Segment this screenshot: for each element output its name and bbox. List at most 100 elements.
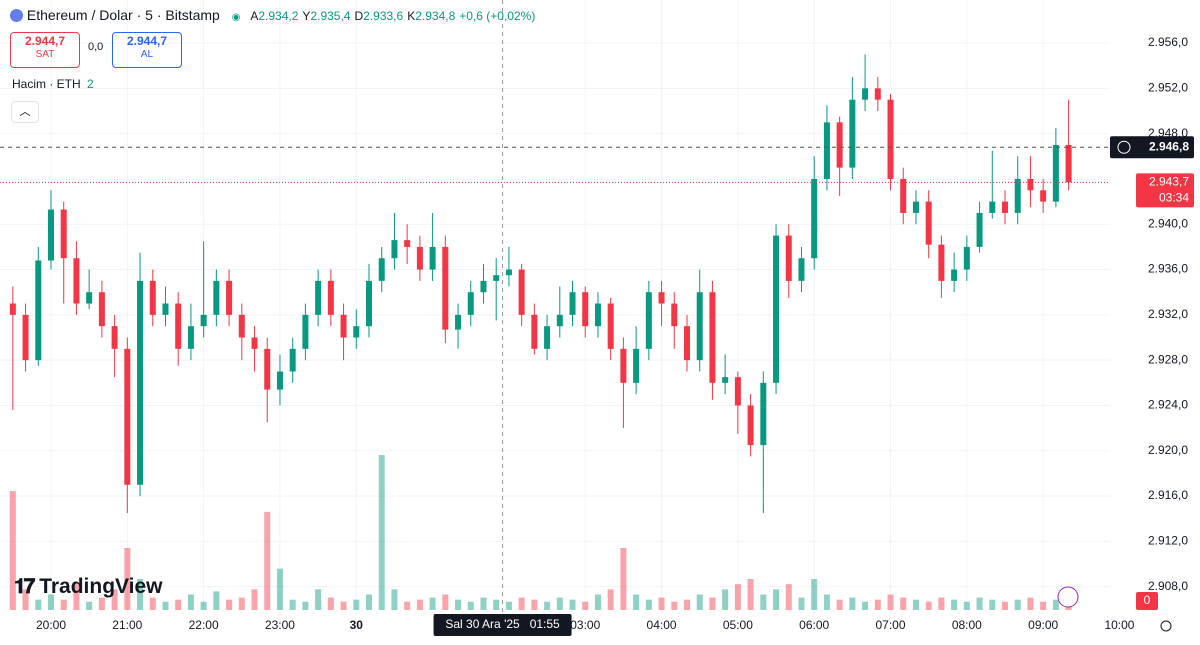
volume-bar	[1002, 601, 1008, 610]
x-tick-label: 05:00	[723, 618, 753, 632]
volume-bar	[696, 594, 703, 610]
brand-text: TradingView	[39, 575, 163, 598]
volume-bar	[760, 594, 767, 610]
candle-body	[276, 371, 283, 390]
volume-bar	[416, 599, 423, 610]
crosshair-price-label: 2.946,8	[1149, 139, 1189, 153]
plus-icon	[1117, 140, 1131, 154]
candle-body	[187, 326, 194, 349]
sell-button[interactable]: 2.944,7 SAT	[10, 32, 80, 68]
candle-body	[785, 235, 792, 281]
volume-bar	[467, 601, 474, 610]
candle-body	[900, 178, 907, 213]
symbol-header[interactable]: Ethereum / Dolar · 5 · Bitstamp ◉ A2.934…	[10, 7, 535, 23]
volume-bar	[404, 601, 411, 610]
candle-body	[353, 326, 360, 338]
candle-body	[416, 246, 423, 270]
volume-bar	[747, 579, 754, 610]
volume-bar	[276, 568, 283, 610]
candle-body	[531, 314, 538, 349]
candle-body	[35, 260, 42, 361]
candle-body	[620, 348, 627, 383]
volume-tag	[1136, 592, 1158, 610]
y-tick-label: 2.940,0	[1148, 216, 1188, 230]
candle-body	[811, 178, 818, 259]
candle-body	[951, 269, 958, 281]
volume-bar	[1027, 597, 1034, 610]
collapse-button[interactable]: ︿	[11, 101, 39, 123]
candle-body	[989, 201, 996, 213]
volume-bar	[925, 601, 932, 610]
candle-body	[238, 314, 245, 338]
ohlc-key: Y	[302, 9, 311, 23]
volume-bar	[289, 599, 296, 610]
candle-body	[60, 209, 67, 259]
candle-body	[556, 314, 563, 327]
candle-body	[455, 314, 462, 330]
x-tick-label: 22:00	[189, 618, 219, 632]
candle-body	[264, 348, 271, 390]
candle-body	[493, 275, 500, 281]
ohlc-change: +0,6 (+0,02%)	[459, 9, 536, 23]
y-tick-label: 2.924,0	[1148, 398, 1188, 412]
y-tick-label: 2.916,0	[1148, 488, 1188, 502]
volume-bar	[874, 599, 881, 610]
volume-bar	[734, 584, 741, 610]
candle-body	[302, 314, 309, 349]
last-price-label: 2.943,7	[1149, 175, 1189, 189]
volume-bar	[455, 599, 462, 610]
volume-bar	[989, 599, 996, 610]
volume-value: 2	[87, 77, 94, 91]
volume-bar	[823, 594, 830, 610]
volume-bar	[658, 597, 665, 610]
volume-bar	[60, 599, 67, 610]
candle-body	[251, 337, 258, 349]
volume-bar	[238, 597, 245, 610]
candle-body	[849, 99, 856, 168]
volume-bar	[442, 594, 449, 610]
volume-bar	[594, 594, 601, 610]
candle-body	[684, 326, 690, 361]
volume-bar	[836, 599, 843, 610]
ohlc-key: K	[407, 9, 416, 23]
volume-bar	[963, 601, 970, 610]
candle-body	[429, 246, 436, 270]
x-tick-label: 07:00	[876, 618, 906, 632]
ohlc-value: 2.933,6	[363, 9, 404, 23]
candle-body	[925, 201, 932, 245]
crosshair-time-label: Sal 30 Ara '25 01:55	[445, 617, 560, 631]
candle-body	[963, 246, 970, 270]
ohlc-key: D	[354, 9, 364, 23]
volume-bar	[264, 511, 271, 610]
volume-bar	[213, 591, 220, 610]
candle-body	[582, 292, 589, 327]
candle-body	[111, 326, 118, 349]
volume-bar	[785, 584, 792, 610]
crosshair-price-tag	[1110, 136, 1194, 159]
buy-price: 2.944,7	[126, 34, 168, 48]
candle-body	[226, 280, 233, 315]
volume-bar	[187, 594, 194, 610]
candle-body	[798, 258, 805, 281]
candle-body	[162, 303, 169, 315]
candle-body	[404, 240, 411, 247]
candle-body	[836, 122, 843, 168]
brand-logo: 𝟏𝟕 TradingView	[14, 575, 163, 599]
volume-bar	[315, 589, 322, 610]
candle-body	[747, 405, 754, 446]
volume-bar	[302, 601, 309, 610]
ohlc-value: 2.934,2	[258, 9, 299, 23]
candle-body	[773, 235, 780, 383]
volume-bar	[620, 548, 627, 610]
volume-bar	[22, 589, 29, 610]
volume-bar	[366, 594, 372, 610]
buy-button[interactable]: 2.944,7 AL	[112, 32, 182, 68]
sell-price: 2.944,7	[24, 34, 66, 48]
eth-icon	[10, 9, 23, 22]
volume-bar	[98, 597, 105, 610]
candle-body	[544, 326, 551, 349]
volume-name: Hacim · ETH	[12, 77, 81, 91]
candle-body	[48, 209, 54, 261]
ohlc-value: 2.934,8	[415, 9, 456, 23]
volume-bar	[556, 597, 563, 610]
